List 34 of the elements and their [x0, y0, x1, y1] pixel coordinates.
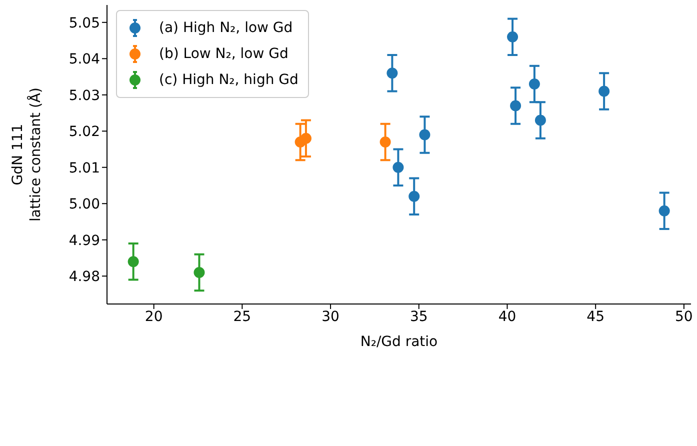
- point: [386, 68, 398, 79]
- legend-label: (a) High N₂, low Gd: [159, 20, 293, 36]
- point: [510, 100, 522, 112]
- x-tick-label: 20: [144, 308, 163, 325]
- x-tick-label: 30: [322, 308, 340, 325]
- x-tick-label: 50: [675, 308, 693, 325]
- point: [528, 78, 540, 90]
- y-tick-label: 5.01: [68, 160, 100, 176]
- y-tick-label: 5.00: [68, 196, 100, 213]
- y-tick-label: 5.02: [68, 124, 100, 140]
- point: [128, 256, 139, 268]
- y-tick-label: 5.03: [68, 88, 100, 104]
- point: [658, 205, 670, 216]
- x-tick-label: 45: [586, 308, 604, 325]
- point: [392, 162, 404, 173]
- x-tick-label: 40: [498, 308, 516, 325]
- y-axis-title: GdN 111 lattice constant (Å): [10, 88, 44, 222]
- legend-label: (b) Low N₂, low Gd: [159, 46, 288, 62]
- point: [534, 114, 546, 126]
- point: [194, 266, 205, 278]
- x-axis-title: N₂/Gd ratio: [360, 334, 438, 350]
- y-tick-label: 5.04: [68, 52, 100, 68]
- y-tick-label: 4.99: [68, 232, 100, 249]
- point: [300, 132, 312, 144]
- x-tick-label: 35: [410, 308, 428, 325]
- y-tick-label: 5.05: [68, 15, 100, 32]
- x-tick-label: 25: [233, 308, 252, 325]
- point: [419, 129, 430, 140]
- point: [598, 86, 610, 97]
- point: [380, 136, 391, 148]
- legend-label: (c) High N₂, high Gd: [159, 72, 298, 88]
- y-tick-label: 4.98: [68, 269, 100, 286]
- point: [408, 190, 420, 202]
- point: [507, 31, 518, 42]
